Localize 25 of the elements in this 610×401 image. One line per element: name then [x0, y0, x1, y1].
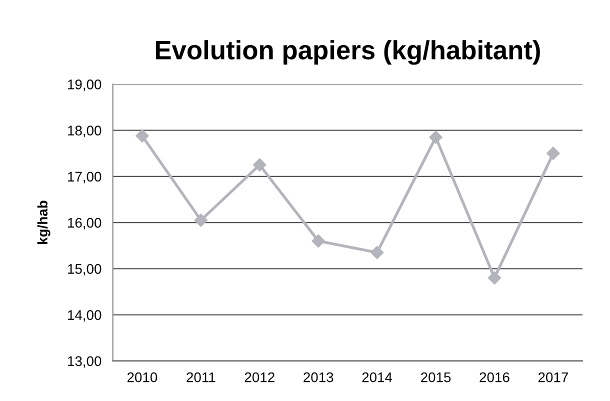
chart-title: Evolution papiers (kg/habitant): [156, 40, 540, 65]
y-tick-label: 14,00: [68, 310, 102, 322]
point: [488, 271, 502, 284]
x-tick-label: 2014: [362, 372, 392, 382]
x-tick-label: 2010: [127, 372, 158, 382]
y-axis-title: kg/hab: [37, 200, 50, 244]
point: [370, 246, 384, 260]
point: [194, 214, 208, 227]
point: [429, 130, 442, 144]
x-tick-label: 2013: [304, 372, 334, 382]
point: [312, 234, 325, 248]
y-tick-label: 18,00: [68, 126, 102, 138]
x-tick-label: 2017: [538, 372, 568, 382]
y-tick-label: 15,00: [68, 264, 102, 276]
point: [136, 129, 149, 142]
point: [253, 158, 266, 172]
y-tick-label: 17,00: [68, 172, 102, 184]
x-tick-label: 2015: [421, 372, 451, 382]
x-tick-label: 2016: [480, 372, 510, 382]
y-tick-label: 19,00: [68, 80, 102, 92]
point: [546, 146, 560, 160]
y-tick-label: 13,00: [68, 356, 102, 368]
y-tick-label: 16,00: [68, 218, 102, 230]
x-tick-label: 2012: [244, 372, 274, 382]
x-tick-label: 2011: [186, 372, 216, 382]
